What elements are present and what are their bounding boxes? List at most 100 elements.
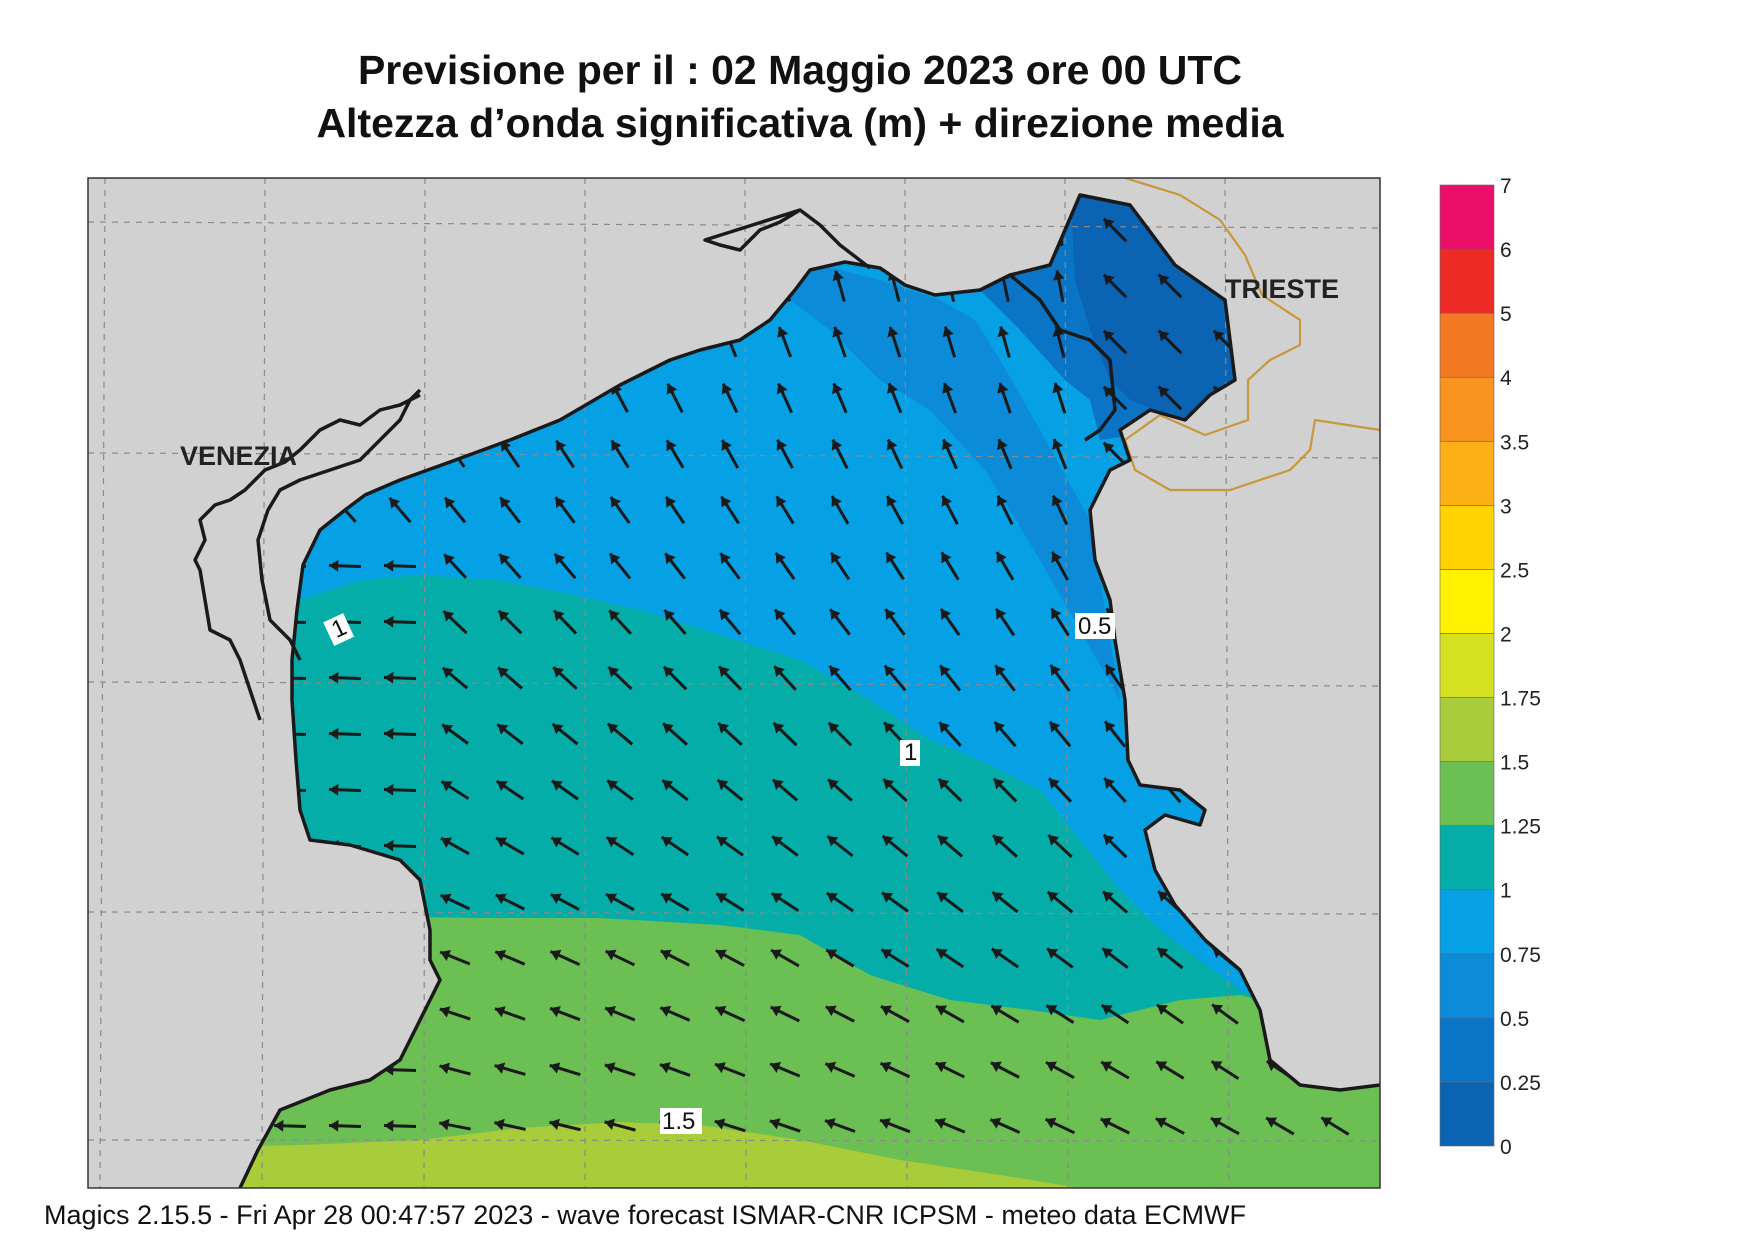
arrow-head [552,723,564,735]
arrow-head [604,1062,616,1074]
legend-tick-label: 0.25 [1500,1072,1541,1095]
arrow-head [772,779,784,791]
arrow-head [941,552,952,564]
legend-swatch [1439,440,1495,506]
arrow-head [607,780,619,791]
arrow-head [498,610,510,622]
arrow-head [1052,382,1064,394]
arrow-head [714,1118,726,1130]
arrow-head [1103,330,1115,342]
legend-swatch [1439,1017,1495,1083]
arrow-head [719,609,731,621]
arrow-head [1158,274,1170,286]
color-legend: 0 0.25 0.5 0.75 1 1.25 1.5 1.75 2 2.5 3 3.5 4 5 6 7 [1439,175,1541,1159]
arrow-head [1211,1061,1223,1072]
arrow-head [885,609,896,621]
arrow-head [1051,551,1062,563]
contour-labels: 0.5 1 1 1.5 [323,613,1115,1135]
arrow-head [718,723,730,734]
footer-credits: Magics 2.15.5 - Fri Apr 28 00:47:57 2023… [44,1200,1246,1230]
arrow-head [1158,330,1170,342]
arrow-head [329,1119,339,1132]
arrow-head [771,893,783,904]
arrow-head [715,949,727,961]
arrow-head [1052,439,1064,450]
arrow-head [886,552,897,564]
arrow-head [608,666,620,678]
arrow-head [444,497,456,509]
arrow-head [716,893,728,904]
arrow-head [720,553,731,565]
arrow-head [990,1061,1002,1073]
arrow-head [494,1006,506,1018]
arrow-head [666,440,677,452]
arrow-head [329,727,339,740]
arrow-head [611,440,622,452]
arrow-head [996,608,1007,620]
arrow-head [384,1119,394,1132]
arrow-head [832,270,844,282]
arrow-head [1049,721,1061,733]
arrow-head [1105,721,1116,733]
arrow-head [550,893,562,905]
legend-tick-label: 3.5 [1500,431,1529,454]
arrow-head [551,780,563,791]
arrow-head [776,439,788,451]
arrow-head [661,836,673,848]
arrow-head [1050,665,1061,677]
arrow-head [609,610,620,622]
arrow-head [610,496,621,508]
arrow-head [664,609,675,621]
arrow-head [549,1062,561,1074]
arrow-head [1158,386,1170,398]
arrow-head [828,779,839,790]
legend-swatch [1439,761,1495,826]
arrow-head [444,554,455,566]
legend-tick-label: 3 [1500,495,1512,518]
arrow-head [831,439,843,451]
arrow-head [550,1006,561,1018]
arrow-head [721,440,732,452]
legend-swatch [1439,1081,1495,1147]
arrow-head [663,723,674,734]
legend-swatch [1439,248,1495,314]
arrow-head [831,496,842,508]
arrow-head [497,724,509,735]
arrow-head [716,836,728,847]
arrow-head [1321,1117,1333,1128]
legend-swatch [1439,569,1495,634]
arrow-head [882,892,894,903]
arrow-head [826,892,838,904]
arrow-head [769,1118,781,1130]
arrow-head [443,610,455,622]
legend-swatch [1439,825,1495,891]
arrow-head [1101,1061,1113,1072]
arrow-head [1100,1117,1112,1129]
arrow-head [1213,330,1225,342]
arrow-head [609,553,621,565]
arrow-head [1156,1061,1168,1072]
arrow-head [1211,1117,1222,1128]
arrow-head [442,667,454,679]
arrow-head [996,552,1007,564]
legend-tick-label: 1.5 [1500,752,1529,775]
arrow-head [996,439,1008,451]
arrow-head [384,559,394,572]
arrow-head [441,781,453,792]
arrow-head [329,671,339,684]
arrow-head [329,783,339,796]
arrow-head [440,950,451,961]
arrow-head [884,665,896,677]
arrow-head [1045,1117,1057,1129]
arrow-head [1103,834,1115,846]
legend-tick-label: 4 [1500,367,1512,390]
arrow-head [659,1062,671,1074]
arrow-head [555,497,566,509]
arrow-head [936,949,948,960]
arrow-head [831,383,843,395]
arrow-head [384,727,394,740]
arrow-head [935,1117,947,1129]
arrow-head [441,837,453,848]
arrow-head [997,326,1009,338]
arrow-head [992,892,1004,903]
